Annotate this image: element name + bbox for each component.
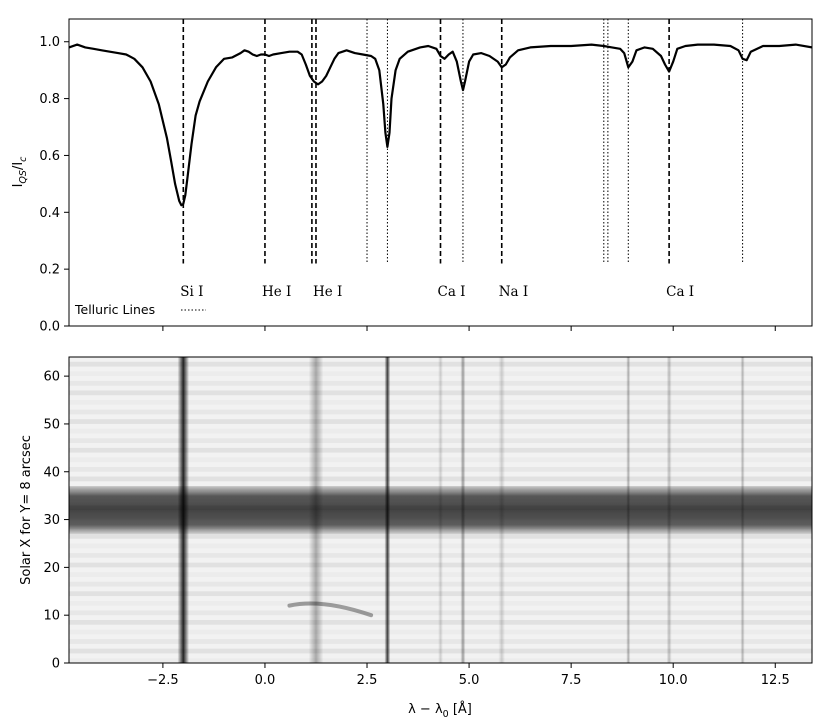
- spectrum-panel: 0.0 0.2 0.4 0.6 0.8 1.0 Si I He I He I Ca I Na I C…: [11, 18, 813, 335]
- y-tick-label: 0.8: [39, 92, 60, 107]
- heatmap-x-axis-label: λ − λ0 [Å]: [408, 701, 472, 720]
- spectral-line-label: Ca I: [438, 284, 466, 300]
- x-tick-label: −2.5: [147, 673, 179, 688]
- spectral-line-label: Si I: [180, 284, 203, 300]
- spectrum-y-axis-label: IQS/Ic: [11, 156, 29, 188]
- spectral-line-label: Ca I: [666, 284, 694, 300]
- y-tick-label: 0.2: [39, 263, 60, 278]
- heatmap-panel: 0 10 20 30 40 50 60 −2.5 0.0 2.5 5.0 7.5 10.0 12.5 λ …: [19, 356, 813, 720]
- x-tick-label: 12.5: [761, 673, 790, 688]
- spectrum-line: [69, 43, 812, 207]
- heatmap-dark-band: [69, 486, 812, 534]
- spectral-line-label: Na I: [499, 284, 529, 300]
- spectral-line-label: He I: [262, 284, 291, 300]
- y-tick-label: 50: [43, 417, 60, 432]
- x-tick-label: 7.5: [561, 673, 582, 688]
- spectrum-frame: [68, 18, 813, 327]
- x-tick-label: 10.0: [659, 673, 688, 688]
- heatmap-image: [69, 357, 812, 663]
- heatmap-ticks: 0 10 20 30 40 50 60 −2.5 0.0 2.5 5.0 7.5 10.0 12.5: [43, 370, 789, 688]
- heatmap-y-axis-label: Solar X for Y= 8 arcsec: [19, 435, 34, 585]
- y-tick-label: 0.4: [39, 206, 60, 221]
- y-tick-label: 40: [43, 465, 60, 480]
- y-tick-label: 10: [43, 609, 60, 624]
- y-tick-label: 0.0: [39, 320, 60, 335]
- heatmap-streak: [287, 601, 374, 618]
- y-tick-label: 60: [43, 370, 60, 385]
- spectrum-ticks: 0.0 0.2 0.4 0.6 0.8 1.0: [39, 35, 776, 335]
- y-tick-label: 0: [52, 657, 60, 672]
- telluric-legend-text: Telluric Lines: [74, 302, 155, 317]
- x-tick-label: 2.5: [357, 673, 378, 688]
- spectral-line-label: He I: [313, 284, 342, 300]
- line-labels: Si I He I He I Ca I Na I Ca I: [180, 284, 694, 300]
- heatmap-frame: [68, 356, 813, 664]
- y-tick-label: 0.6: [39, 149, 60, 164]
- x-tick-label: 0.0: [255, 673, 276, 688]
- y-tick-label: 20: [43, 561, 60, 576]
- y-tick-label: 30: [43, 513, 60, 528]
- x-tick-label: 5.0: [459, 673, 480, 688]
- y-tick-label: 1.0: [39, 35, 60, 50]
- spectrum-marks: [69, 19, 812, 264]
